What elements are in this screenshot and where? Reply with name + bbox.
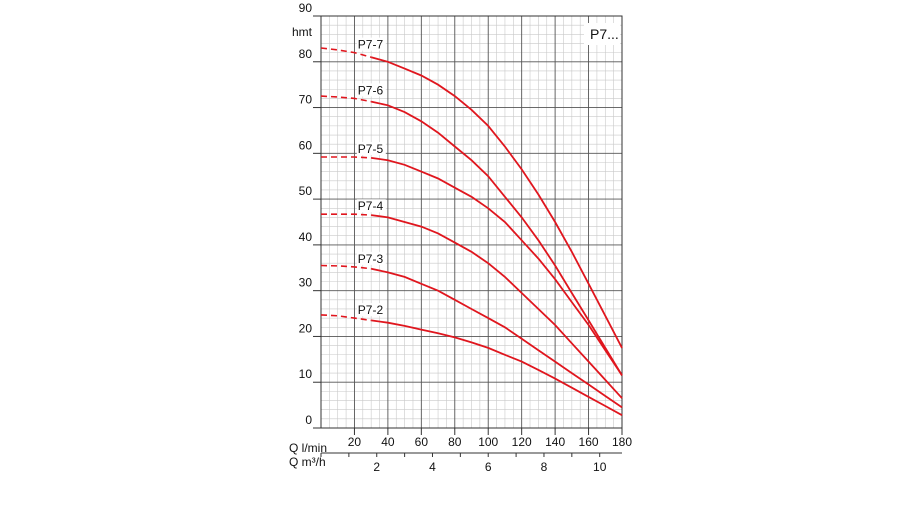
pump-curves (320, 47, 623, 416)
pump-curve-dashed (320, 95, 372, 103)
curve-label: P7-3 (358, 252, 384, 266)
badge-background (584, 23, 620, 45)
y-tick-label: 30 (299, 276, 313, 290)
pump-curve (371, 157, 623, 376)
x-tick-label-lmin: 180 (612, 435, 632, 449)
y-tick-label: 10 (299, 367, 313, 381)
x-tick-label-lmin: 40 (381, 435, 395, 449)
x-tick-label-lmin: 60 (415, 435, 429, 449)
pump-curve (371, 214, 623, 399)
y-tick-label: 50 (299, 184, 313, 198)
y-tick-label: 20 (299, 321, 313, 335)
y-tick-label: 0 (305, 413, 312, 427)
curve-label-background (356, 199, 386, 213)
minor-grid (321, 16, 622, 428)
x-axis-unit-label-m3h: Q m³/h (289, 455, 326, 469)
x-tick-label-m3h: 4 (429, 460, 436, 474)
x-tick-label-lmin: 80 (448, 435, 462, 449)
x-axis-ticks-lmin: 20 40 60 80 100 120 140 160 180 (348, 428, 632, 449)
model-badge: P7... (590, 26, 619, 42)
curve-label: P7-7 (358, 38, 384, 52)
x-tick-label-m3h: 8 (541, 460, 548, 474)
pump-curve-dashed (320, 47, 372, 58)
pump-curve-dashed (320, 264, 372, 270)
curve-label: P7-4 (358, 199, 384, 213)
y-axis-unit-label: hmt (292, 25, 313, 39)
x-tick-label-lmin: 100 (478, 435, 498, 449)
curve-labels: P7-7 P7-6 P7-5 P7-4 P7-3 P7-2 (356, 37, 386, 317)
y-tick-label: 60 (299, 138, 313, 152)
pump-curve (370, 56, 623, 349)
y-tick-label: 90 (299, 1, 313, 15)
pump-curve (371, 319, 623, 416)
y-tick-label: 80 (299, 47, 313, 61)
plot-frame (320, 15, 623, 429)
x-tick-label-lmin: 140 (545, 435, 565, 449)
pump-curve-dashed (320, 314, 372, 322)
y-axis-ticks: 0 10 20 30 40 50 60 70 80 90 (299, 1, 321, 429)
x-tick-label-lmin: 20 (348, 435, 362, 449)
pump-curve (371, 100, 623, 376)
x-axis-ticks-m3h: 2 4 6 8 10 (320, 452, 622, 474)
y-tick-label: 40 (299, 230, 313, 244)
curve-label: P7-2 (358, 303, 384, 317)
x-tick-label-lmin: 160 (579, 435, 599, 449)
curve-label: P7-6 (358, 83, 384, 97)
curve-label-background (356, 83, 386, 97)
pump-curve-dashed (321, 156, 372, 159)
pump-curve-dashed (321, 213, 372, 216)
x-axis-unit-label-lmin: Q l/min (289, 441, 327, 455)
curve-label-background (356, 37, 386, 51)
pump-curve (371, 267, 623, 409)
y-tick-label: 70 (299, 93, 313, 107)
x-tick-label-m3h: 10 (593, 460, 607, 474)
curve-label-background (356, 303, 386, 317)
x-tick-label-lmin: 120 (512, 435, 532, 449)
curve-label-background (356, 141, 386, 155)
curve-label-background (356, 251, 386, 265)
curve-label: P7-5 (358, 142, 384, 156)
x-tick-label-m3h: 6 (485, 460, 492, 474)
x-tick-label-m3h: 2 (373, 460, 380, 474)
